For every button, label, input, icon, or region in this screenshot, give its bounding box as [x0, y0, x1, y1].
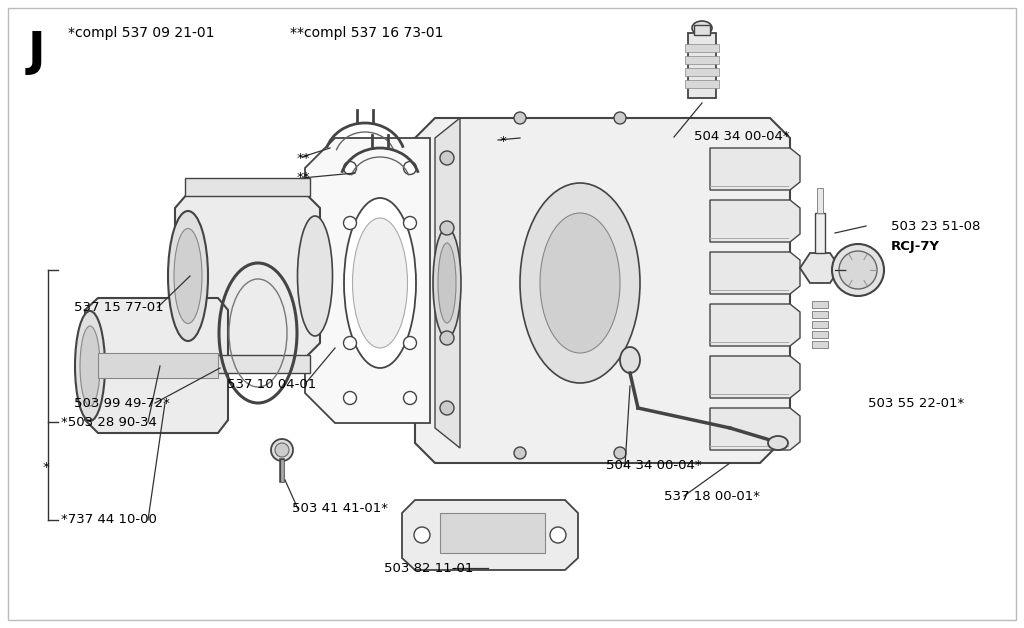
Text: **: **: [297, 171, 310, 183]
Ellipse shape: [344, 198, 416, 368]
Ellipse shape: [168, 211, 208, 341]
Text: 504 34 00-04*: 504 34 00-04*: [694, 131, 790, 143]
Ellipse shape: [692, 21, 712, 35]
Polygon shape: [800, 253, 840, 283]
Text: 503 41 41-01*: 503 41 41-01*: [292, 502, 388, 515]
Bar: [817, 188, 823, 213]
Ellipse shape: [831, 244, 884, 296]
Polygon shape: [710, 304, 800, 346]
Bar: [685, 68, 719, 76]
Ellipse shape: [520, 183, 640, 383]
Ellipse shape: [80, 326, 100, 406]
Text: 503 23 51-08: 503 23 51-08: [891, 220, 980, 232]
Ellipse shape: [440, 151, 454, 165]
Text: *: *: [43, 462, 50, 474]
Ellipse shape: [343, 337, 356, 350]
Ellipse shape: [440, 221, 454, 235]
Bar: [812, 301, 828, 308]
Bar: [812, 341, 828, 348]
Text: 537 18 00-01*: 537 18 00-01*: [664, 490, 760, 502]
Ellipse shape: [550, 527, 566, 543]
Text: **compl 537 16 73-01: **compl 537 16 73-01: [290, 26, 443, 40]
Ellipse shape: [440, 401, 454, 415]
Ellipse shape: [414, 527, 430, 543]
Bar: [694, 25, 710, 35]
Text: 503 55 22-01*: 503 55 22-01*: [868, 397, 965, 409]
Ellipse shape: [514, 112, 526, 124]
Polygon shape: [710, 356, 800, 398]
Ellipse shape: [298, 216, 333, 336]
Text: *: *: [500, 135, 507, 148]
Polygon shape: [710, 148, 800, 190]
Ellipse shape: [433, 228, 461, 338]
Polygon shape: [710, 252, 800, 294]
Ellipse shape: [275, 443, 289, 457]
Ellipse shape: [614, 447, 626, 459]
Ellipse shape: [440, 331, 454, 345]
Ellipse shape: [403, 337, 417, 350]
Bar: [685, 80, 719, 88]
Ellipse shape: [343, 217, 356, 229]
Polygon shape: [402, 500, 578, 570]
Ellipse shape: [614, 112, 626, 124]
Ellipse shape: [768, 436, 788, 450]
Ellipse shape: [540, 213, 620, 353]
Bar: [440, 513, 545, 553]
Ellipse shape: [343, 161, 356, 175]
Text: 503 82 11-01: 503 82 11-01: [384, 562, 473, 575]
Text: 537 10 04-01: 537 10 04-01: [227, 378, 316, 391]
Polygon shape: [435, 118, 460, 448]
Ellipse shape: [271, 439, 293, 461]
Ellipse shape: [403, 217, 417, 229]
Ellipse shape: [343, 391, 356, 404]
Ellipse shape: [438, 243, 456, 323]
Polygon shape: [415, 118, 790, 463]
Bar: [185, 355, 310, 373]
Ellipse shape: [514, 447, 526, 459]
Text: *503 28 90-34: *503 28 90-34: [61, 416, 158, 428]
Ellipse shape: [839, 251, 877, 289]
Text: *737 44 10-00: *737 44 10-00: [61, 514, 158, 526]
Bar: [812, 331, 828, 338]
Bar: [685, 44, 719, 52]
Polygon shape: [305, 138, 430, 423]
Polygon shape: [710, 408, 800, 450]
Text: 537 15 77-01: 537 15 77-01: [74, 301, 164, 314]
Ellipse shape: [403, 391, 417, 404]
Ellipse shape: [403, 161, 417, 175]
Bar: [185, 178, 310, 196]
Text: *compl 537 09 21-01: *compl 537 09 21-01: [68, 26, 214, 40]
Ellipse shape: [75, 311, 105, 421]
Polygon shape: [710, 200, 800, 242]
Text: J: J: [28, 30, 46, 75]
Ellipse shape: [352, 218, 408, 348]
Bar: [815, 213, 825, 253]
Bar: [688, 33, 716, 98]
Text: **: **: [297, 152, 310, 165]
Text: 503 99 49-72*: 503 99 49-72*: [74, 397, 170, 409]
Text: RCJ-7Y: RCJ-7Y: [891, 240, 940, 252]
Bar: [812, 311, 828, 318]
Ellipse shape: [174, 229, 202, 323]
Text: 504 34 00-04*: 504 34 00-04*: [606, 460, 701, 472]
Polygon shape: [175, 193, 319, 358]
Ellipse shape: [620, 347, 640, 373]
Bar: [812, 321, 828, 328]
Bar: [685, 56, 719, 64]
Polygon shape: [85, 298, 228, 433]
Bar: [98, 353, 218, 378]
